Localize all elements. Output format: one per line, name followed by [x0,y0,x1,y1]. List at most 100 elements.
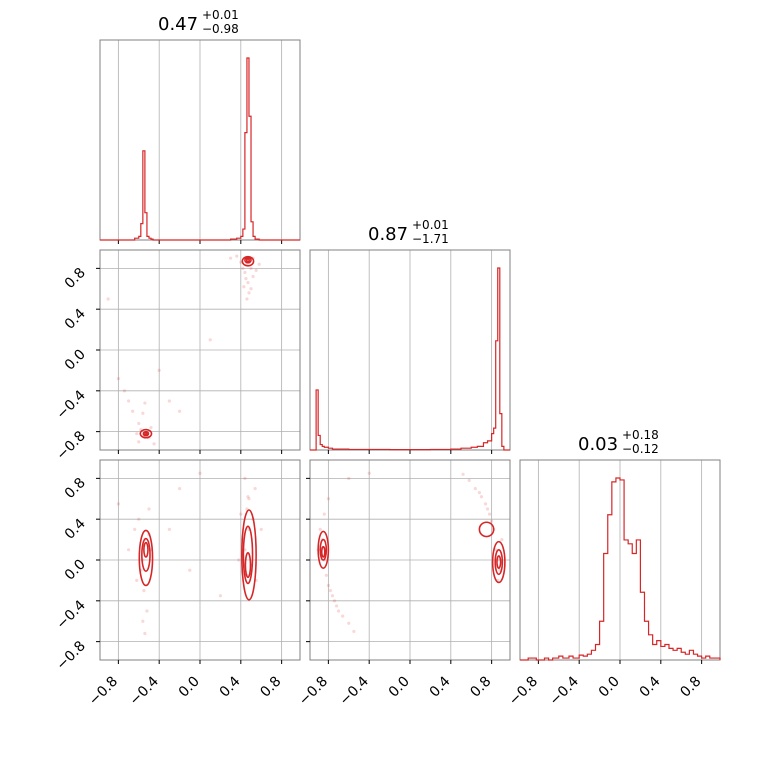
scatter-point [254,268,258,273]
scatter-point [347,621,351,625]
density-contour [320,545,326,558]
x-tick-label: 0.8 [257,674,284,701]
density-contour [138,529,154,587]
scatter-point [141,411,145,415]
scatter-point [461,472,465,476]
scatter-point [328,589,333,593]
scatter-point [235,254,239,258]
scatter-point [143,631,147,636]
density-contour [142,430,150,437]
scatter-point [131,409,135,413]
x-tick-label: 0.4 [217,673,244,700]
scatter-point [152,442,156,446]
scatter-point [352,629,356,634]
scatter-point [142,589,146,593]
x-tick-label: 0.4 [637,673,664,700]
scatter-point [137,517,141,521]
scatter-point [237,558,241,562]
density-contour [478,521,495,538]
scatter-point [143,401,147,405]
y-tick-label: 0.4 [62,516,89,543]
scatter-point [229,256,233,260]
x-tick-label: −0.4 [547,673,582,708]
scatter-point [251,274,255,279]
scatter-point [247,497,251,501]
x-tick-label: 0.0 [596,674,623,701]
title-minus-2: −1.71 [412,232,449,246]
density-contour [144,431,148,436]
scatter-point [133,527,137,531]
scatter-point [135,578,139,583]
density-contour [242,525,254,585]
scatter-panel-0-2 [116,471,263,636]
scatter-point [243,270,247,275]
scatter-point [330,594,335,598]
title-plus-3: +0.18 [622,428,659,442]
scatter-point [485,507,490,511]
y-tick-label: 0.8 [62,475,89,502]
scatter-point [241,266,245,270]
title-minus-3: −0.12 [622,442,659,456]
scatter-point [249,266,253,270]
density-contour [241,509,257,601]
scatter-point [157,368,161,373]
scatter-point [500,537,504,542]
density-contour [319,538,328,561]
scatter-point [137,421,141,426]
x-tick-label: 0.4 [427,673,454,700]
x-tick-label: −0.8 [86,674,121,709]
scatter-point [244,276,248,281]
scatter-point [322,512,326,516]
scatter-point [167,527,171,531]
scatter-point [106,297,110,301]
scatter-point [167,399,171,403]
scatter-point [467,478,471,483]
title-plus-2: +0.01 [412,218,449,232]
scatter-point [126,548,131,552]
scatter-point [483,502,488,506]
scatter-point [141,619,145,623]
scatter-panel-1-2 [316,471,506,634]
scatter-point [246,495,250,499]
panel-title-3: 0.03 [578,434,618,455]
scatter-point [326,583,330,588]
y-tick-label: 0.0 [62,557,89,584]
scatter-point [243,476,247,480]
histogram-1 [100,57,300,241]
scatter-point [332,599,337,603]
scatter-point [257,262,261,266]
scatter-point [494,548,498,552]
scatter-point [490,519,494,523]
scatter-point [218,594,223,598]
scatter-point [487,512,492,516]
scatter-point [239,512,243,516]
scatter-point [347,476,351,480]
scatter-point [336,609,341,613]
scatter-point [135,432,139,436]
scatter-point [177,486,182,491]
scatter-point [137,440,141,444]
histogram-2 [310,267,510,451]
scatter-point [242,285,246,289]
x-tick-label: 0.8 [467,674,494,701]
scatter-point [116,376,120,381]
density-contour [245,258,250,263]
scatter-point [147,507,151,511]
scatter-point [259,527,263,531]
scatter-panel-0-1 [106,254,261,446]
histogram-3 [520,477,721,661]
x-tick-label: 0.0 [386,674,413,701]
scatter-point [341,614,345,618]
x-tick-label: −0.4 [337,673,372,708]
scatter-point [479,495,484,499]
scatter-point [245,297,249,301]
density-contour [244,256,252,264]
scatter-point [367,471,371,475]
scatter-point [326,497,330,501]
density-contour [244,552,252,579]
y-tick-label: −0.8 [53,638,88,673]
x-tick-label: 0.8 [677,674,704,701]
x-tick-label: 0.0 [176,674,203,701]
density-contour [494,548,504,576]
title-plus-1: +0.01 [202,8,239,22]
